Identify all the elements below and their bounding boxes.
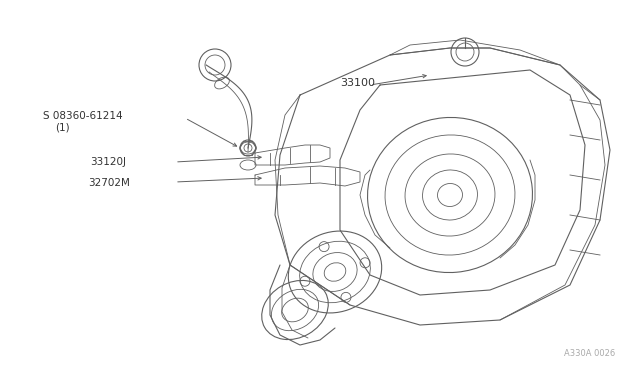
Text: A330A 0026: A330A 0026 xyxy=(564,349,615,358)
Text: 33100: 33100 xyxy=(340,78,375,88)
Text: S 08360-61214: S 08360-61214 xyxy=(43,111,123,121)
Text: 33120J: 33120J xyxy=(90,157,126,167)
Text: 32702M: 32702M xyxy=(88,178,130,188)
Text: (1): (1) xyxy=(55,123,70,133)
